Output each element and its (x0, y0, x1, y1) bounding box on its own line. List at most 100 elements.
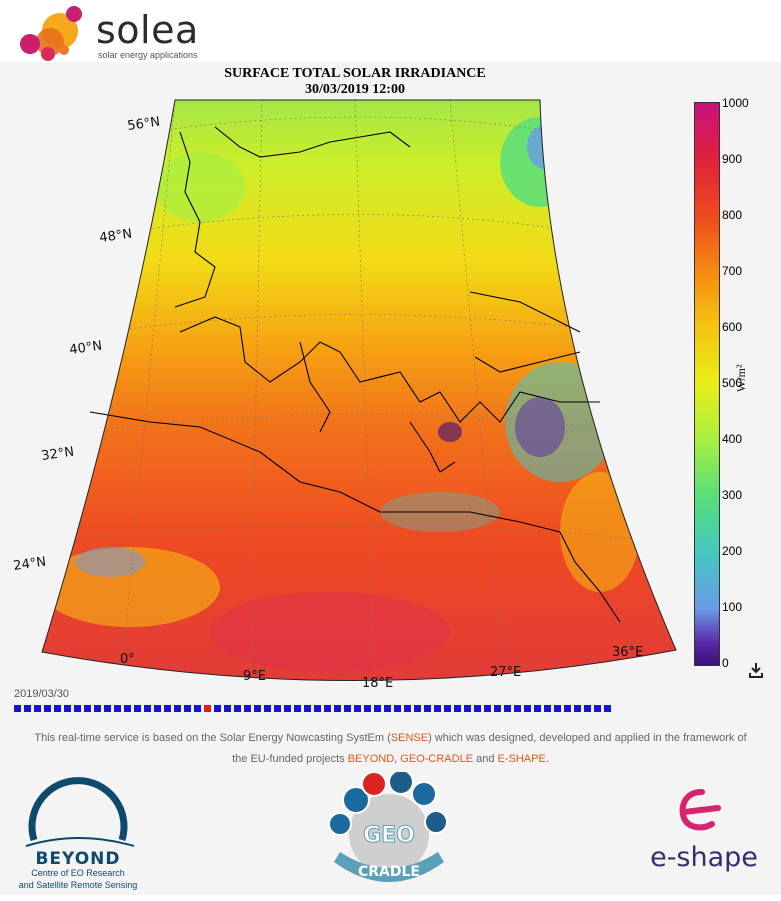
lon-label-36e: 36°E (612, 645, 643, 660)
map-title-line2: 30/03/2019 12:00 (305, 82, 405, 97)
timeline-step[interactable] (484, 705, 491, 712)
timeline-step[interactable] (324, 705, 331, 712)
desc-sep-2: and (473, 753, 498, 765)
beyond-name: BEYOND (35, 849, 120, 869)
service-description: This real-time service is based on the S… (10, 728, 771, 770)
desc-end: . (545, 753, 549, 765)
timeline-step[interactable] (554, 705, 561, 712)
beyond-link[interactable]: BEYOND (347, 753, 395, 765)
timeline-step[interactable] (364, 705, 371, 712)
timeline-step[interactable] (494, 705, 501, 712)
timeline-step[interactable] (434, 705, 441, 712)
timeline-step[interactable] (124, 705, 131, 712)
timeline-step[interactable] (114, 705, 121, 712)
graticule (59, 100, 661, 681)
desc-text-2: ) which was designed, developed and appl… (428, 732, 747, 744)
solea-logo[interactable]: solea solar energy applications (18, 4, 208, 61)
timeline-step[interactable] (84, 705, 91, 712)
timeline-step[interactable] (144, 705, 151, 712)
download-icon[interactable] (748, 662, 764, 678)
geo-text: GEO (363, 823, 415, 848)
colorbar-tick: 800 (722, 208, 743, 222)
timeline-step[interactable] (64, 705, 71, 712)
map-title: SURFACE TOTAL SOLAR IRRADIANCE 30/03/201… (150, 66, 560, 98)
timeline-step[interactable] (504, 705, 511, 712)
timeline-step[interactable] (184, 705, 191, 712)
timeline-step[interactable] (414, 705, 421, 712)
timeline-step[interactable] (24, 705, 31, 712)
lon-label-27e: 27°E (490, 665, 521, 680)
e-shape-logo[interactable]: e-shape (640, 786, 766, 876)
timeline-step[interactable] (104, 705, 111, 712)
timeline-step[interactable] (74, 705, 81, 712)
timeline-step[interactable] (514, 705, 521, 712)
timeline-step[interactable] (314, 705, 321, 712)
timeline-step[interactable] (94, 705, 101, 712)
timeline-step[interactable] (34, 705, 41, 712)
timeline-step[interactable] (404, 705, 411, 712)
timeline-date: 2019/03/30 (14, 688, 70, 700)
timeline-step[interactable] (264, 705, 271, 712)
timeline-step[interactable] (254, 705, 261, 712)
timeline-step[interactable] (274, 705, 281, 712)
beyond-line2: and Satellite Remote Sensing (19, 880, 138, 890)
timeline-step[interactable] (564, 705, 571, 712)
timeline-step[interactable] (294, 705, 301, 712)
geo-cradle-logo[interactable]: GEO CRADLE (326, 769, 452, 896)
timeline-step[interactable] (344, 705, 351, 712)
timeline-step[interactable] (334, 705, 341, 712)
geo-cradle-link[interactable]: GEO-CRADLE (400, 753, 474, 765)
lat-label-40: 40°N (68, 339, 103, 358)
colorbar-tick: 100 (722, 600, 743, 614)
timeline-step[interactable] (14, 705, 21, 712)
timeline-step[interactable] (384, 705, 391, 712)
lat-label-56: 56°N (126, 115, 161, 134)
timeline-step[interactable] (454, 705, 461, 712)
desc-sep-1: , (394, 753, 401, 765)
beyond-logo[interactable]: BEYOND Centre of EO Research and Satelli… (12, 768, 142, 892)
lon-label-9e: 9°E (243, 669, 266, 684)
timeline-step[interactable] (234, 705, 241, 712)
timeline-step[interactable] (154, 705, 161, 712)
timeline-step[interactable] (604, 705, 611, 712)
timeline-step[interactable] (464, 705, 471, 712)
timeline-step[interactable] (44, 705, 51, 712)
timeline-step[interactable] (224, 705, 231, 712)
timeline-step[interactable] (534, 705, 541, 712)
irradiance-map[interactable]: 56°N 48°N 40°N 32°N 24°N 0° 9°E 18°E 27°… (0, 92, 690, 692)
coastlines (89, 126, 621, 623)
timeline-step[interactable] (594, 705, 601, 712)
timeline-step[interactable] (164, 705, 171, 712)
timeline-step[interactable] (444, 705, 451, 712)
colorbar-tick: 700 (722, 264, 743, 278)
timeline-step[interactable] (304, 705, 311, 712)
e-shape-name: e-shape (650, 842, 758, 873)
timeline-step[interactable] (474, 705, 481, 712)
desc-text-1: This real-time service is based on the S… (34, 732, 391, 744)
timeline-step-active[interactable] (204, 705, 211, 712)
e-shape-mark-icon: e-shape (650, 789, 758, 873)
timeline-step[interactable] (574, 705, 581, 712)
timeline-step[interactable] (174, 705, 181, 712)
timeline-step[interactable] (374, 705, 381, 712)
timeline-step[interactable] (284, 705, 291, 712)
timeline-step[interactable] (394, 705, 401, 712)
timeline-step[interactable] (134, 705, 141, 712)
lat-labels: 56°N 48°N 40°N 32°N 24°N (12, 115, 161, 574)
timeline-step[interactable] (54, 705, 61, 712)
timeline-step[interactable] (524, 705, 531, 712)
e-shape-link[interactable]: E-SHAPE (497, 753, 546, 765)
timeline-step[interactable] (244, 705, 251, 712)
timeline-step[interactable] (424, 705, 431, 712)
colorbar-tick: 500 (722, 376, 743, 390)
timeline-step[interactable] (544, 705, 551, 712)
timeline-step[interactable] (584, 705, 591, 712)
lon-label-0: 0° (120, 652, 135, 667)
timeline-step[interactable] (214, 705, 221, 712)
timeline-step[interactable] (354, 705, 361, 712)
timeline-steps[interactable] (14, 705, 774, 714)
timeline-step[interactable] (194, 705, 201, 712)
sense-link[interactable]: SENSE (390, 732, 429, 744)
colorbar-tick: 400 (722, 432, 743, 446)
lat-label-48: 48°N (98, 227, 133, 246)
